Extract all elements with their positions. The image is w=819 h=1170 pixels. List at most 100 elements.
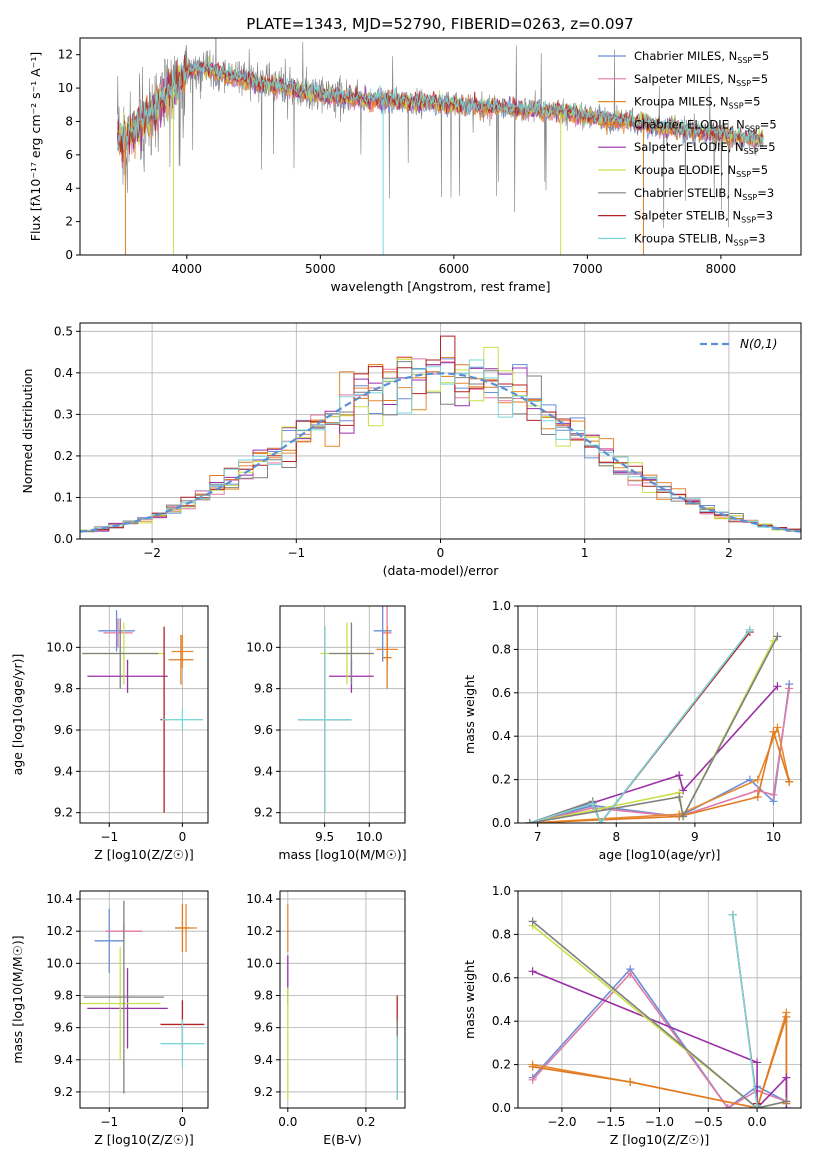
figure-title: PLATE=1343, MJD=52790, FIBERID=0263, z=0… (246, 15, 633, 33)
plus-marker (588, 799, 597, 808)
y-tick-label: 10 (58, 81, 73, 95)
y-tick-label: 0.6 (492, 686, 511, 700)
y-tick-label: 8 (65, 114, 73, 128)
y-axis-label: mass [log10(M/M☉)] (10, 935, 25, 1063)
y-tick-label: 0.1 (54, 490, 73, 504)
x-axis-label: age [log10(age/yr)] (599, 847, 721, 862)
y-tick-label: 0.3 (54, 407, 73, 421)
legend-entry: Kroupa STELIB, NSSP=3 (634, 231, 765, 247)
x-axis-label: (data-model)/error (383, 563, 500, 578)
y-tick-label: 6 (65, 148, 73, 162)
mass-weight-line (532, 967, 787, 1108)
histogram-step (80, 359, 801, 532)
y-tick-label: 4 (65, 181, 73, 195)
legend-suffix: =5 (759, 140, 776, 154)
plus-marker (782, 1012, 791, 1021)
x-axis-label: Z [log10(Z/Z☉)] (94, 1132, 194, 1147)
y-tick-label: 9.8 (254, 988, 273, 1002)
y-axis-label: mass weight (462, 960, 477, 1039)
axes-frame (79, 605, 209, 824)
plus-marker (753, 1058, 762, 1067)
plot-area (525, 625, 794, 823)
legend-suffix: =5 (744, 95, 761, 109)
plus-marker (525, 819, 534, 823)
massweight-vs-metallicity-panel: −2.0 −1.5 −1.0 −0.5 0.0 0.0 0.2 0.4 0.6 0.8 1.0 Z [… (462, 884, 802, 1147)
x-axis-label: mass [log10(M/M☉)] (278, 847, 406, 862)
plot-area (528, 910, 791, 1108)
x-axis-label: wavelength [Angstrom, rest frame] (330, 279, 550, 294)
legend-suffix: =5 (751, 163, 768, 177)
legend-subscript: SSP (745, 124, 760, 133)
plus-marker (785, 777, 794, 786)
legend-subscript: SSP (734, 238, 749, 247)
legend: Chabrier MILES, NSSP=5 Salpeter MILES, NS… (598, 49, 777, 247)
plus-marker (626, 969, 635, 978)
x-tick-label: −2.0 (547, 1115, 576, 1129)
legend-suffix: =3 (756, 209, 773, 223)
y-axis-label: Normed distribution (20, 369, 35, 494)
legend-subscript: SSP (736, 170, 751, 179)
plus-marker (528, 1075, 537, 1084)
y-tick-label: 2 (65, 215, 73, 229)
legend-subscript: SSP (742, 193, 757, 202)
y-tick-label: 1.0 (492, 884, 511, 898)
plus-marker (782, 1073, 791, 1082)
mass-weight-line (532, 920, 787, 1108)
plus-marker (679, 812, 688, 821)
mass-weight-line (529, 724, 790, 823)
legend-entry: Kroupa MILES, NSSP=5 (634, 95, 760, 111)
y-tick-label: 0.8 (492, 927, 511, 941)
plus-marker (745, 625, 754, 634)
mass-weight-line (532, 970, 788, 1108)
y-tick-label: 10.2 (46, 924, 73, 938)
gaussian-reference-line (80, 372, 801, 533)
y-axis-label: mass weight (462, 675, 477, 754)
plus-marker (675, 792, 684, 801)
plus-marker (723, 1104, 732, 1108)
y-tick-label: 9.4 (254, 764, 273, 778)
y-axis-label: Flux [fλ10⁻¹⁷ erg cm⁻² s⁻¹ A⁻¹] (28, 52, 43, 241)
y-tick-label: 0.6 (492, 971, 511, 985)
x-tick-label: 4000 (172, 262, 203, 276)
plus-marker (773, 682, 782, 691)
x-tick-label: −2 (143, 546, 161, 560)
plus-marker (528, 917, 537, 926)
model-spectrum-line (116, 60, 764, 152)
plus-marker (753, 1101, 762, 1108)
mass-weight-line (532, 1016, 788, 1108)
mass-weight-line (529, 685, 778, 823)
mass-vs-metallicity-panel: −1 0 9.2 9.4 9.6 9.8 10.0 10.2 10.4 Z [log10(Z/Z☉… (10, 890, 209, 1147)
y-axis-label: age [log10(age/yr)] (10, 654, 25, 776)
x-tick-label: 9 (691, 830, 699, 844)
x-tick-label: 0.0 (278, 1115, 297, 1129)
y-tick-label: 1.0 (492, 599, 511, 613)
x-tick-label: 0 (179, 1115, 187, 1129)
legend-entry: Salpeter STELIB, NSSP=3 (634, 209, 773, 225)
plus-marker (753, 792, 762, 801)
plot-area (297, 606, 398, 813)
plus-marker (782, 1097, 791, 1106)
massweight-vs-age-panel: 7 8 9 10 0.0 0.2 0.4 0.6 0.8 1.0 age [log10(age/yr… (462, 599, 802, 862)
x-tick-label: 8000 (706, 262, 737, 276)
x-tick-label: 7000 (572, 262, 603, 276)
mass-weight-line (529, 629, 751, 823)
x-tick-label: 10.0 (356, 830, 383, 844)
legend-subscript: SSP (736, 79, 751, 88)
y-tick-label: 9.2 (254, 1085, 273, 1099)
y-tick-label: 10.0 (246, 640, 273, 654)
mass-weight-line (529, 636, 779, 823)
axes-frame (517, 605, 802, 824)
x-tick-label: 0.2 (356, 1115, 375, 1129)
y-tick-label: 0.8 (492, 642, 511, 656)
y-tick-label: 0 (65, 248, 73, 262)
legend-suffix: =5 (751, 72, 768, 86)
y-tick-label: 10.2 (246, 924, 273, 938)
y-tick-label: 0.0 (492, 816, 511, 830)
y-tick-label: 0.4 (54, 366, 73, 380)
legend-subscript: SSP (729, 102, 744, 111)
mass-weight-line (731, 914, 758, 1106)
mass-weight-line (532, 972, 787, 1108)
y-tick-label: 10.0 (46, 640, 73, 654)
y-tick-label: 9.8 (254, 682, 273, 696)
